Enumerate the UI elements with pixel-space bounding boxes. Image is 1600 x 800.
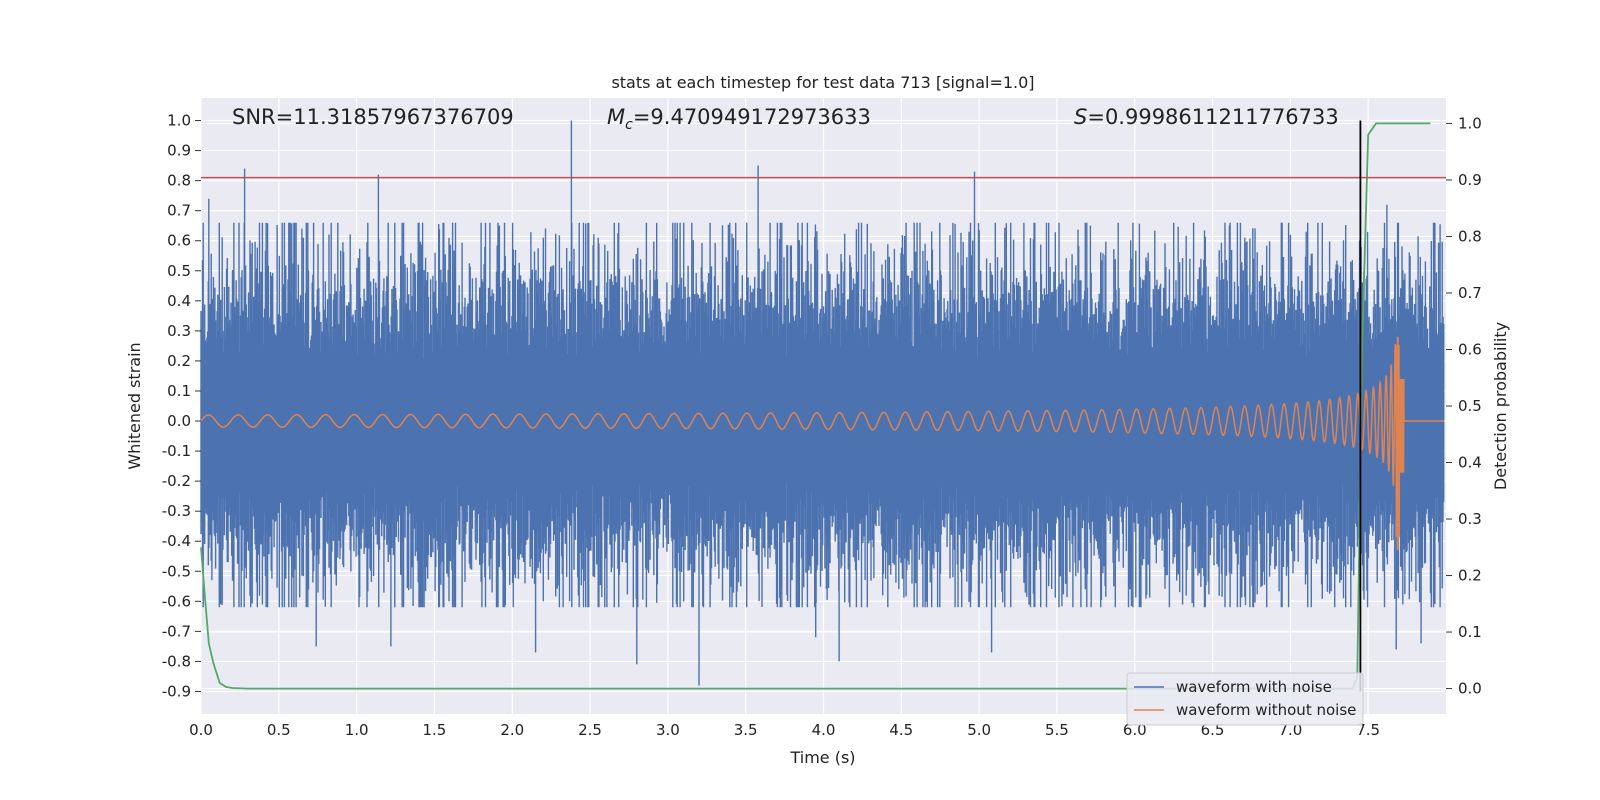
chirp-mass-symbol: M: [607, 105, 625, 129]
y2-tick-label: 0.0: [1458, 680, 1482, 698]
chirp-mass-annotation: Mc=9.470949172973633: [607, 105, 871, 133]
x-tick-label: 1.0: [345, 721, 369, 739]
x-tick-label: 2.5: [578, 721, 602, 739]
y-tick-label: -0.5: [162, 562, 191, 580]
y2-tick-label: 0.9: [1458, 171, 1482, 189]
y-tick-label: -0.9: [162, 682, 191, 700]
y-tick-label: 0.9: [167, 142, 191, 160]
y-tick-label: -0.1: [162, 442, 191, 460]
y-tick-label: -0.6: [162, 592, 191, 610]
x-tick-label: 4.0: [812, 721, 836, 739]
y-axis-label: Whitened strain: [125, 342, 144, 469]
y2-tick-label: 1.0: [1458, 114, 1482, 132]
legend-box: [1126, 672, 1364, 726]
x-tick-label: 4.5: [889, 721, 913, 739]
y2-tick-label: 0.4: [1458, 454, 1482, 472]
score-value: =0.9998611211776733: [1087, 105, 1338, 129]
chirp-mass-subscript: c: [625, 117, 633, 133]
score-symbol: S: [1074, 105, 1087, 129]
score-annotation: S=0.9998611211776733: [1074, 105, 1339, 129]
detection-probability-line: [200, 122, 1431, 690]
y-tick-label: -0.4: [162, 532, 191, 550]
reference-lines: [201, 120, 1446, 692]
x-tick-label: 2.0: [500, 721, 524, 739]
y-tick-label: 0.0: [167, 412, 191, 430]
snr-annotation: SNR=11.31857967376709: [232, 105, 514, 129]
x-axis-label: Time (s): [789, 748, 855, 767]
y-tick-label: 0.7: [167, 202, 191, 220]
y-tick-labels: 1.0 0.9 0.8 0.7 0.6 0.5 0.4 0.3 0.2 0.1 0.0 -0.1 -0.…: [162, 112, 201, 700]
chirp-mass-value: =9.470949172973633: [633, 105, 871, 129]
legend: waveform with noise waveform without noi…: [1126, 672, 1364, 726]
x-tick-label: 0.5: [267, 721, 291, 739]
x-tick-labels: 0.0 0.5 1.0 1.5 2.0 2.5 3.0 3.5 4.0 4.5 5.0 5.5 6.0 6…: [189, 721, 1380, 739]
y-tick-label: 0.8: [167, 172, 191, 190]
detection-probability-series: [200, 122, 1431, 690]
y2-tick-label: 0.6: [1458, 340, 1482, 358]
y-tick-label: 0.6: [167, 232, 191, 250]
y2-tick-label: 0.5: [1458, 397, 1482, 415]
y2-axis-label: Detection probability: [1491, 322, 1510, 490]
legend-label-clean: waveform without noise: [1176, 701, 1356, 719]
y2-tick-label: 0.1: [1458, 623, 1482, 641]
chart-title: stats at each timestep for test data 713…: [611, 73, 1034, 92]
waveform-without-noise-series: [200, 336, 1445, 551]
y-tick-label: -0.8: [162, 652, 191, 670]
legend-label-noise: waveform with noise: [1176, 678, 1332, 696]
y2-tick-label: 0.7: [1458, 284, 1482, 302]
x-tick-label: 5.5: [1045, 721, 1069, 739]
y-tick-label: 0.5: [167, 262, 191, 280]
x-tick-label: 3.0: [656, 721, 680, 739]
x-tick-label: 1.5: [423, 721, 447, 739]
y-tick-label: -0.7: [162, 622, 191, 640]
x-tick-label: 7.5: [1356, 721, 1380, 739]
y-tick-label: -0.3: [162, 502, 191, 520]
y2-tick-labels: 1.0 0.9 0.8 0.7 0.6 0.5 0.4 0.3 0.2 0.1 0.0: [1446, 114, 1482, 698]
y2-tick-label: 0.8: [1458, 227, 1482, 245]
y-tick-label: 1.0: [167, 112, 191, 130]
y2-tick-label: 0.2: [1458, 567, 1482, 585]
y-tick-label: 0.2: [167, 352, 191, 370]
x-tick-label: 3.5: [734, 721, 758, 739]
y2-tick-label: 0.3: [1458, 510, 1482, 528]
y-tick-label: 0.3: [167, 322, 191, 340]
x-tick-label: 0.0: [189, 721, 213, 739]
x-tick-label: 5.0: [967, 721, 991, 739]
y-tick-label: 0.4: [167, 292, 191, 310]
y-tick-label: 0.1: [167, 382, 191, 400]
clean-waveform-trace: [200, 343, 1445, 538]
y-tick-label: -0.2: [162, 472, 191, 490]
